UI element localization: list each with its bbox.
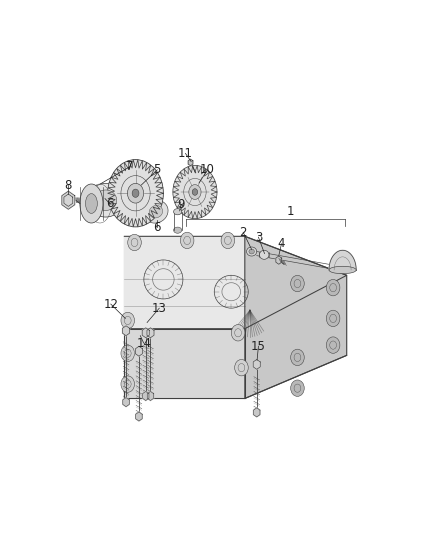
- Polygon shape: [188, 159, 193, 166]
- Text: 14: 14: [136, 336, 151, 350]
- Circle shape: [132, 189, 139, 197]
- Circle shape: [121, 376, 134, 392]
- Ellipse shape: [249, 249, 254, 254]
- Ellipse shape: [149, 206, 162, 218]
- Circle shape: [291, 276, 304, 292]
- Circle shape: [291, 349, 304, 366]
- Text: 1: 1: [287, 205, 294, 218]
- Polygon shape: [123, 326, 130, 336]
- Circle shape: [108, 159, 163, 227]
- Circle shape: [291, 380, 304, 397]
- Ellipse shape: [259, 251, 269, 260]
- Circle shape: [326, 310, 340, 327]
- Text: 4: 4: [278, 237, 285, 250]
- Circle shape: [192, 189, 198, 195]
- Ellipse shape: [144, 200, 168, 223]
- Circle shape: [189, 184, 201, 199]
- Polygon shape: [124, 329, 245, 399]
- Polygon shape: [253, 359, 260, 369]
- Polygon shape: [62, 191, 75, 209]
- Ellipse shape: [329, 266, 356, 273]
- Circle shape: [121, 312, 134, 329]
- Text: 11: 11: [178, 147, 193, 160]
- Text: 3: 3: [255, 231, 262, 244]
- Circle shape: [235, 359, 248, 376]
- Text: 8: 8: [65, 179, 72, 191]
- Ellipse shape: [95, 190, 117, 211]
- Circle shape: [128, 235, 141, 251]
- Ellipse shape: [173, 208, 182, 215]
- Text: 15: 15: [251, 340, 266, 353]
- Polygon shape: [135, 346, 142, 356]
- Ellipse shape: [85, 193, 97, 213]
- Ellipse shape: [80, 184, 103, 223]
- Ellipse shape: [88, 183, 124, 217]
- Polygon shape: [142, 391, 149, 400]
- Text: 12: 12: [103, 297, 118, 311]
- Text: 10: 10: [200, 163, 215, 176]
- Circle shape: [231, 325, 245, 341]
- Polygon shape: [123, 398, 129, 407]
- Text: 6: 6: [153, 221, 161, 234]
- Circle shape: [127, 183, 144, 203]
- Polygon shape: [124, 236, 346, 329]
- Text: 6: 6: [106, 197, 113, 210]
- Circle shape: [326, 337, 340, 353]
- Text: 9: 9: [177, 198, 185, 211]
- Text: 5: 5: [154, 163, 161, 176]
- Text: 7: 7: [126, 160, 134, 173]
- Circle shape: [221, 232, 235, 248]
- Circle shape: [326, 279, 340, 296]
- Polygon shape: [136, 412, 142, 421]
- Polygon shape: [276, 256, 282, 264]
- Polygon shape: [245, 236, 346, 399]
- Text: 2: 2: [240, 226, 247, 239]
- Polygon shape: [147, 391, 154, 400]
- Text: 13: 13: [152, 302, 167, 314]
- Circle shape: [121, 345, 134, 361]
- Circle shape: [173, 165, 217, 219]
- Ellipse shape: [247, 247, 257, 256]
- Polygon shape: [254, 408, 260, 417]
- Polygon shape: [147, 328, 154, 338]
- Polygon shape: [142, 328, 149, 338]
- Polygon shape: [329, 251, 356, 270]
- Circle shape: [180, 232, 194, 248]
- Ellipse shape: [173, 227, 182, 233]
